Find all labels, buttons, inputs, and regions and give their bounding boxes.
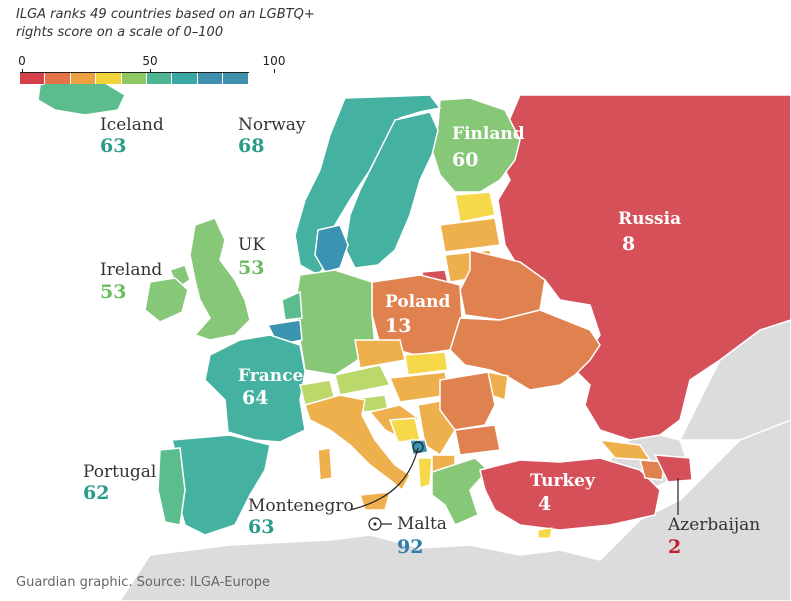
label-uk-score: 53 bbox=[238, 257, 264, 279]
country-sweden[interactable] bbox=[344, 111, 439, 269]
country-albania[interactable] bbox=[417, 457, 433, 489]
country-austria[interactable] bbox=[334, 364, 392, 396]
country-italy[interactable] bbox=[304, 394, 411, 492]
label-malta-score: 92 bbox=[397, 536, 423, 558]
label-turkey-name: Turkey bbox=[530, 471, 596, 491]
country-italy-sardinia[interactable] bbox=[317, 447, 333, 481]
label-ireland-score: 53 bbox=[100, 281, 126, 303]
country-france[interactable] bbox=[204, 334, 306, 443]
source-credit: Guardian graphic. Source: ILGA-Europe bbox=[16, 575, 271, 590]
label-azerbaijan-name: Azerbaijan bbox=[667, 515, 760, 535]
label-portugal-score: 62 bbox=[83, 482, 109, 504]
chart-title-line1: ILGA ranks 49 countries based on an LGBT… bbox=[16, 7, 315, 22]
country-ukraine[interactable] bbox=[449, 309, 601, 391]
scale-tick-min bbox=[22, 69, 23, 73]
scale-swatch-5 bbox=[146, 73, 173, 84]
scale-swatch-0 bbox=[20, 73, 46, 84]
country-turkey[interactable] bbox=[479, 457, 661, 531]
scale-swatch-1 bbox=[45, 73, 71, 84]
chart-title-line2: rights score on a scale of 0–100 bbox=[16, 25, 224, 40]
malta-dot bbox=[373, 522, 377, 526]
label-montenegro-score: 63 bbox=[248, 516, 274, 538]
montenegro-marker bbox=[412, 441, 424, 453]
country-azerbaijan[interactable] bbox=[653, 454, 693, 483]
label-iceland-score: 63 bbox=[100, 135, 126, 157]
label-finland-name: Finland bbox=[452, 124, 525, 144]
label-finland-score: 60 bbox=[452, 149, 478, 171]
scale-swatch-8 bbox=[223, 73, 249, 84]
label-poland-name: Poland bbox=[385, 292, 450, 312]
label-russia-score: 8 bbox=[622, 233, 635, 255]
label-poland-score: 13 bbox=[385, 315, 411, 337]
label-norway-score: 68 bbox=[238, 135, 264, 157]
label-uk-name: UK bbox=[238, 235, 265, 255]
label-ireland-name: Ireland bbox=[100, 260, 162, 280]
country-bosnia[interactable] bbox=[388, 417, 421, 443]
label-malta-name: Malta bbox=[397, 514, 447, 534]
scale-tick-max bbox=[274, 69, 275, 73]
country-estonia[interactable] bbox=[454, 191, 496, 223]
label-turkey-score: 4 bbox=[538, 493, 551, 515]
country-cyprus[interactable] bbox=[537, 527, 553, 539]
scale-label-min: 0 bbox=[18, 54, 26, 68]
scale-swatch-4 bbox=[121, 73, 147, 84]
scale-swatch-6 bbox=[172, 73, 198, 84]
label-montenegro-name: Montenegro bbox=[248, 496, 354, 516]
country-georgia[interactable] bbox=[598, 439, 652, 461]
scale-bar bbox=[20, 72, 249, 84]
scale-swatch-3 bbox=[96, 73, 122, 84]
country-uk[interactable] bbox=[189, 217, 251, 341]
country-portugal[interactable] bbox=[157, 447, 186, 526]
scale-swatch-7 bbox=[197, 73, 224, 84]
label-norway-name: Norway bbox=[238, 115, 306, 135]
label-azerbaijan-score: 2 bbox=[668, 536, 681, 558]
label-russia-name: Russia bbox=[618, 209, 681, 229]
country-bulgaria[interactable] bbox=[454, 424, 501, 456]
montenegro-leader-line bbox=[349, 447, 419, 511]
country-slovakia[interactable] bbox=[404, 351, 449, 376]
label-portugal-name: Portugal bbox=[83, 462, 156, 482]
label-france-score: 64 bbox=[242, 387, 268, 409]
country-romania[interactable] bbox=[439, 371, 496, 431]
scale-tick-mid bbox=[150, 69, 151, 73]
country-armenia[interactable] bbox=[638, 459, 666, 481]
label-iceland-name: Iceland bbox=[100, 115, 164, 135]
scale-label-max: 100 bbox=[262, 54, 286, 68]
scale-swatch-2 bbox=[70, 73, 97, 84]
label-france-name: France bbox=[238, 366, 303, 386]
scale-label-mid: 50 bbox=[142, 54, 158, 68]
country-ireland[interactable] bbox=[144, 277, 189, 323]
country-netherlands[interactable] bbox=[281, 290, 303, 321]
country-denmark[interactable] bbox=[314, 224, 349, 273]
country-greece[interactable] bbox=[431, 457, 490, 526]
chart-header: ILGA ranks 49 countries based on an LGBT… bbox=[16, 6, 336, 42]
country-czechia[interactable] bbox=[354, 339, 406, 369]
country-latvia[interactable] bbox=[439, 217, 501, 253]
country-finland[interactable] bbox=[431, 97, 521, 193]
